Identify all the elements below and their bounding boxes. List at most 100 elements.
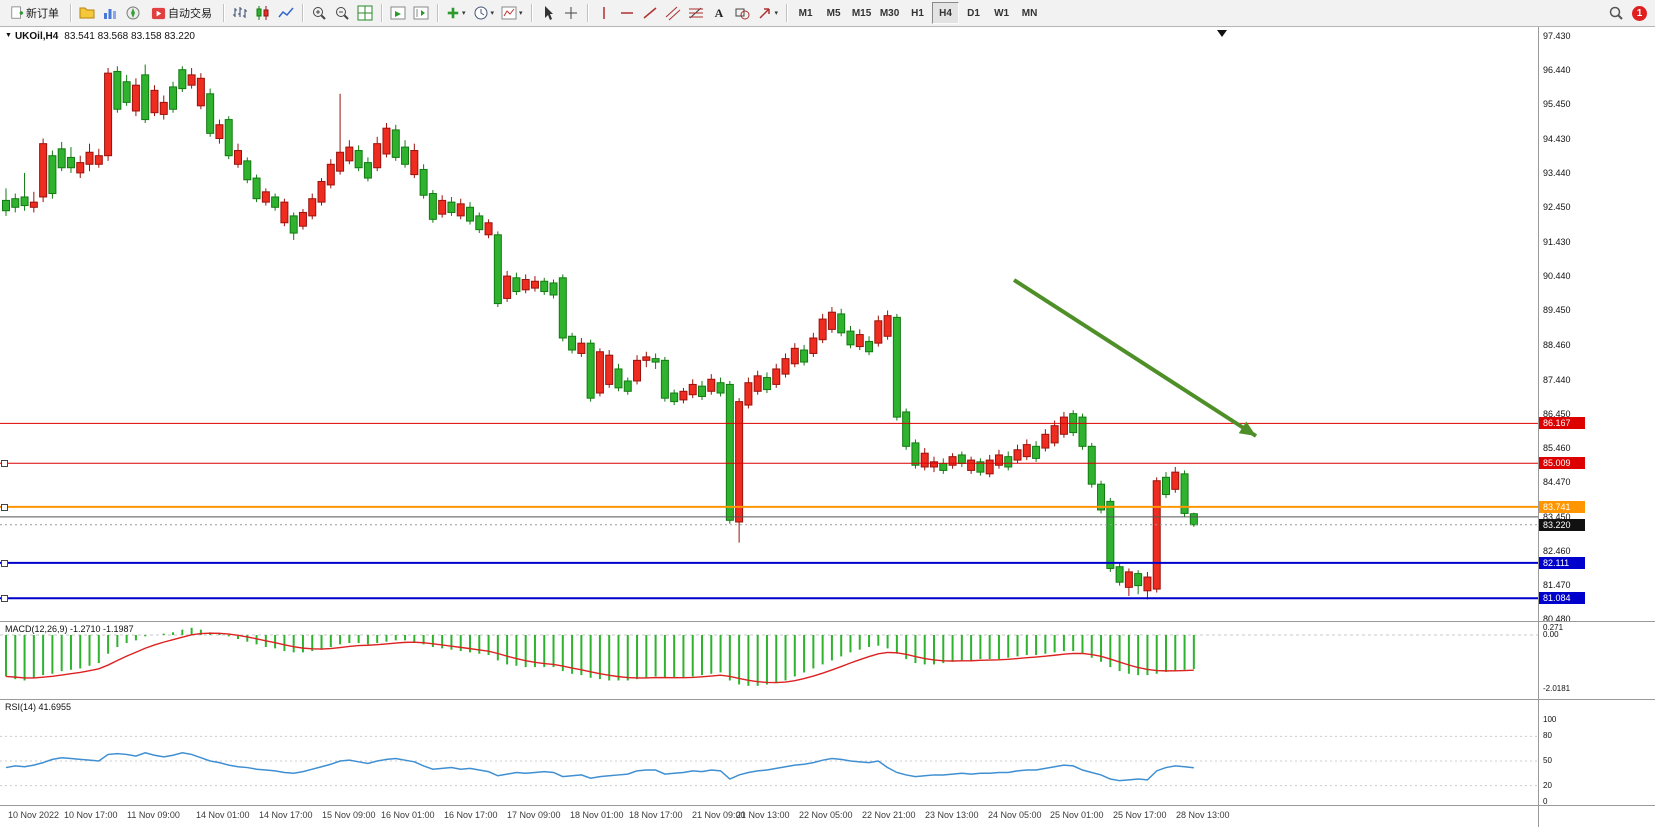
svg-text:A: A bbox=[714, 6, 723, 20]
timeframe-m5[interactable]: M5 bbox=[820, 2, 847, 24]
templates-icon bbox=[501, 5, 517, 21]
channel-icon bbox=[665, 5, 681, 21]
timeframe-m15[interactable]: M15 bbox=[848, 2, 875, 24]
chart-dropdown-icon[interactable]: ▼ bbox=[5, 32, 12, 39]
toolbar-separator bbox=[70, 4, 71, 22]
timeframe-w1[interactable]: W1 bbox=[988, 2, 1015, 24]
price-axis-label: 88.460 bbox=[1543, 339, 1571, 350]
time-axis-label: 10 Nov 17:00 bbox=[64, 810, 118, 820]
navigator-button[interactable] bbox=[122, 2, 144, 24]
vertical-line-icon bbox=[596, 5, 612, 21]
time-axis-label: 28 Nov 13:00 bbox=[1176, 810, 1230, 820]
timeframe-h4[interactable]: H4 bbox=[932, 2, 960, 24]
cursor-button[interactable] bbox=[537, 2, 559, 24]
tick-chart-icon bbox=[390, 5, 406, 21]
macd-scale-label: 0.271 bbox=[1543, 622, 1564, 632]
timeframe-h1[interactable]: H1 bbox=[904, 2, 931, 24]
time-axis-label: 25 Nov 01:00 bbox=[1050, 810, 1104, 820]
price-axis-label: 94.430 bbox=[1543, 134, 1571, 145]
price-axis-label: 96.440 bbox=[1543, 65, 1571, 76]
chart-shift-icon bbox=[413, 5, 429, 21]
timeframe-m1[interactable]: M1 bbox=[792, 2, 819, 24]
price-axis-label: 87.440 bbox=[1543, 374, 1571, 385]
line-chart-button[interactable] bbox=[275, 2, 297, 24]
rsi-scale-label: 100 bbox=[1543, 715, 1557, 724]
periods-icon bbox=[473, 5, 489, 21]
shapes-button[interactable] bbox=[731, 2, 753, 24]
zoom-in-icon bbox=[311, 5, 327, 21]
templates-button[interactable]: ▾ bbox=[498, 2, 526, 24]
line-handle[interactable] bbox=[1, 503, 8, 511]
chart-shift-button[interactable] bbox=[410, 2, 432, 24]
periods-button[interactable]: ▾ bbox=[470, 2, 498, 24]
zoom-in-button[interactable] bbox=[308, 2, 330, 24]
text-button[interactable]: A bbox=[708, 2, 730, 24]
auto-trading-button[interactable]: 自动交易 bbox=[145, 2, 218, 24]
price-line-label: 81.084 bbox=[1539, 592, 1585, 605]
timeframe-d1[interactable]: D1 bbox=[960, 2, 987, 24]
time-axis-label: 16 Nov 17:00 bbox=[444, 810, 498, 820]
arrows-button[interactable]: ▾ bbox=[754, 2, 782, 24]
new-order-icon bbox=[10, 6, 24, 20]
horizontal-line-button[interactable] bbox=[616, 2, 638, 24]
price-axis-label: 85.460 bbox=[1543, 442, 1571, 453]
timeframe-mn[interactable]: MN bbox=[1016, 2, 1043, 24]
price-axis-label: 92.450 bbox=[1543, 202, 1571, 213]
new-order-button[interactable]: 新订单 bbox=[4, 2, 65, 24]
price-axis-label: 83.450 bbox=[1543, 511, 1571, 522]
price-axis-label: 82.460 bbox=[1543, 545, 1571, 556]
candlestick-chart-icon bbox=[255, 5, 271, 21]
auto-trading-icon bbox=[151, 6, 166, 21]
zoom-out-icon bbox=[334, 5, 350, 21]
candlestick-chart-button[interactable] bbox=[252, 2, 274, 24]
tick-chart-button[interactable] bbox=[387, 2, 409, 24]
chart-shift-marker-icon[interactable] bbox=[1217, 30, 1227, 37]
line-handle[interactable] bbox=[1, 595, 8, 603]
price-axis-label: 91.430 bbox=[1543, 237, 1571, 248]
price-axis-label: 93.440 bbox=[1543, 168, 1571, 179]
time-axis-label: 21 Nov 13:00 bbox=[736, 810, 790, 820]
price-axis-label: 86.450 bbox=[1543, 408, 1571, 419]
navigator-icon bbox=[125, 5, 141, 21]
price-line-label: 86.167 bbox=[1539, 417, 1585, 430]
time-axis-label: 11 Nov 09:00 bbox=[127, 810, 180, 820]
fibonacci-button[interactable] bbox=[685, 2, 707, 24]
panel-separator bbox=[0, 805, 1655, 806]
market-watch-button[interactable] bbox=[99, 2, 121, 24]
price-axis-label: 89.450 bbox=[1543, 305, 1571, 316]
channel-button[interactable] bbox=[662, 2, 684, 24]
add-indicator-button[interactable]: ▾ bbox=[443, 2, 469, 24]
notification-badge[interactable]: 1 bbox=[1632, 5, 1647, 21]
time-axis-label: 17 Nov 09:00 bbox=[507, 810, 561, 820]
toolbar-separator bbox=[381, 4, 382, 22]
rsi-indicator-title: RSI(14) 41.6955 bbox=[5, 702, 72, 712]
toolbar-separator bbox=[437, 4, 438, 22]
bar-chart-button[interactable] bbox=[229, 2, 251, 24]
line-handle[interactable] bbox=[1, 460, 8, 468]
profiles-button[interactable] bbox=[76, 2, 98, 24]
time-axis-label: 21 Nov 09:00 bbox=[692, 810, 746, 820]
time-axis-label: 14 Nov 17:00 bbox=[259, 810, 313, 820]
fibonacci-icon bbox=[688, 5, 704, 21]
chart-ohlc-header: ▼ UKOil,H4 83.541 83.568 83.158 83.220 bbox=[5, 31, 195, 42]
zoom-out-button[interactable] bbox=[331, 2, 353, 24]
vertical-line-button[interactable] bbox=[593, 2, 615, 24]
chart-symbol: UKOil,H4 bbox=[14, 31, 59, 42]
add-indicator-icon bbox=[446, 6, 460, 20]
timeframe-m30[interactable]: M30 bbox=[876, 2, 903, 24]
trendline-button[interactable] bbox=[639, 2, 661, 24]
panel-separator[interactable] bbox=[0, 699, 1655, 700]
main-toolbar: 新订单 自动交易 ▾ ▾ ▾ A ▾ bbox=[0, 0, 1655, 27]
line-handle[interactable] bbox=[1, 559, 8, 567]
search-button[interactable] bbox=[1605, 2, 1627, 24]
price-line-label: 83.741 bbox=[1539, 500, 1585, 513]
search-icon bbox=[1608, 5, 1624, 21]
crosshair-button[interactable] bbox=[560, 2, 582, 24]
panel-separator[interactable] bbox=[0, 621, 1655, 622]
tile-windows-button[interactable] bbox=[354, 2, 376, 24]
rsi-scale-label: 20 bbox=[1543, 780, 1552, 790]
price-line-label: 85.009 bbox=[1539, 457, 1585, 470]
time-axis-label: 14 Nov 01:00 bbox=[196, 810, 250, 820]
